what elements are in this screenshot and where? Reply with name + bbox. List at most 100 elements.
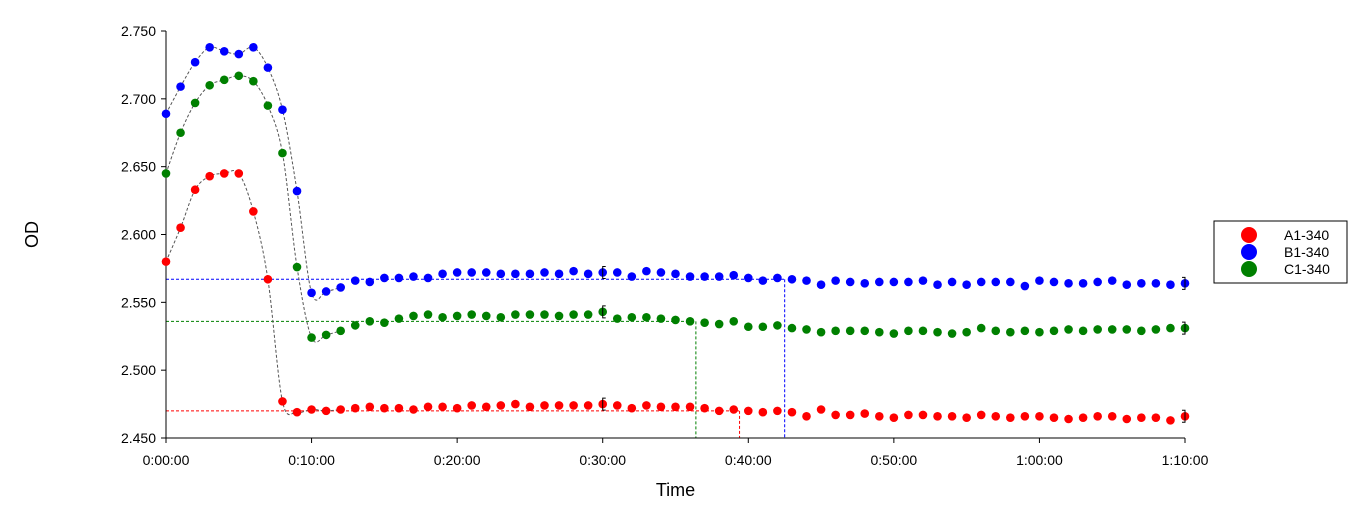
- data-point: [1035, 327, 1044, 337]
- data-point: [554, 269, 564, 279]
- data-point: [1107, 411, 1117, 421]
- data-point: [292, 186, 302, 196]
- data-point: [642, 266, 651, 276]
- data-point: [1093, 277, 1102, 287]
- data-point: [773, 321, 782, 330]
- data-point: [627, 312, 637, 322]
- x-tick-label: 0:10:00: [288, 452, 335, 468]
- data-point: [656, 314, 666, 323]
- data-point: [918, 276, 928, 285]
- data-point: [540, 310, 549, 319]
- axes: [165, 31, 1185, 439]
- y-tick-label: 2.650: [121, 159, 156, 175]
- data-point: [947, 329, 957, 338]
- data-point: [1093, 325, 1102, 334]
- data-point: [889, 277, 899, 287]
- legend-marker: [1241, 261, 1257, 277]
- data-point: [947, 411, 957, 421]
- data-point: [438, 402, 447, 412]
- range-bracket: [602, 397, 606, 411]
- data-point: [918, 410, 928, 420]
- data-point: [831, 410, 840, 420]
- data-point: [365, 402, 375, 412]
- data-point: [700, 272, 709, 281]
- data-point: [627, 272, 637, 281]
- y-tick-label: 2.550: [121, 294, 156, 310]
- y-tick-label: 2.600: [121, 227, 156, 243]
- data-point: [278, 105, 287, 114]
- data-point: [1035, 411, 1044, 421]
- data-point: [802, 325, 811, 334]
- data-point: [962, 413, 971, 422]
- data-point: [219, 75, 229, 85]
- data-point: [394, 273, 404, 283]
- data-point: [263, 63, 273, 72]
- data-point: [394, 314, 404, 323]
- data-point: [700, 318, 709, 327]
- data-point: [1122, 325, 1132, 334]
- data-point: [685, 317, 695, 326]
- reference-lines: [166, 278, 786, 438]
- data-point: [409, 311, 418, 321]
- data-point: [743, 322, 753, 332]
- data-point: [249, 42, 258, 52]
- data-point: [773, 406, 782, 416]
- data-point: [249, 207, 258, 216]
- data-point: [409, 405, 418, 414]
- data-point: [1078, 413, 1088, 422]
- data-point: [700, 403, 709, 413]
- data-point: [336, 405, 345, 414]
- data-point: [365, 277, 375, 287]
- data-point: [1064, 325, 1073, 334]
- data-point: [467, 310, 477, 319]
- data-point: [787, 323, 797, 333]
- data-point: [904, 326, 913, 336]
- data-point: [554, 311, 564, 321]
- data-point: [161, 169, 171, 178]
- data-point: [525, 310, 535, 319]
- data-point: [481, 311, 491, 321]
- data-point: [190, 98, 200, 108]
- data-point: [161, 109, 171, 119]
- legend-marker: [1241, 244, 1257, 260]
- data-point: [380, 273, 389, 283]
- data-point: [933, 280, 942, 289]
- range-bracket: [1182, 276, 1186, 290]
- data-point: [583, 401, 593, 410]
- data-point: [350, 403, 360, 413]
- y-tick-label: 2.450: [121, 430, 156, 446]
- data-point: [976, 410, 986, 420]
- data-point: [845, 326, 855, 336]
- data-point: [350, 276, 360, 285]
- data-point: [321, 330, 331, 340]
- data-point: [569, 266, 578, 276]
- data-point: [773, 273, 782, 283]
- data-point: [860, 279, 870, 288]
- data-point: [729, 317, 739, 326]
- data-point: [671, 402, 680, 412]
- data-point: [991, 411, 1001, 421]
- data-point: [816, 405, 826, 414]
- data-point: [234, 71, 244, 81]
- data-point: [219, 47, 229, 56]
- data-point: [292, 262, 302, 272]
- data-point: [816, 280, 826, 289]
- x-tick-label: 0:30:00: [579, 452, 626, 468]
- data-point: [947, 277, 957, 287]
- data-point: [161, 257, 171, 266]
- data-point: [511, 269, 520, 279]
- data-point: [831, 276, 840, 285]
- data-point: [1151, 325, 1161, 334]
- data-point: [1078, 326, 1088, 336]
- data-point: [263, 101, 273, 110]
- data-point: [831, 326, 840, 336]
- data-point: [438, 312, 447, 322]
- data-point: [176, 82, 185, 91]
- data-point: [875, 277, 884, 287]
- data-point: [875, 327, 884, 337]
- x-tick-label: 1:00:00: [1016, 452, 1063, 468]
- range-bracket: [602, 265, 606, 279]
- data-point: [612, 401, 622, 410]
- data-point: [336, 326, 345, 336]
